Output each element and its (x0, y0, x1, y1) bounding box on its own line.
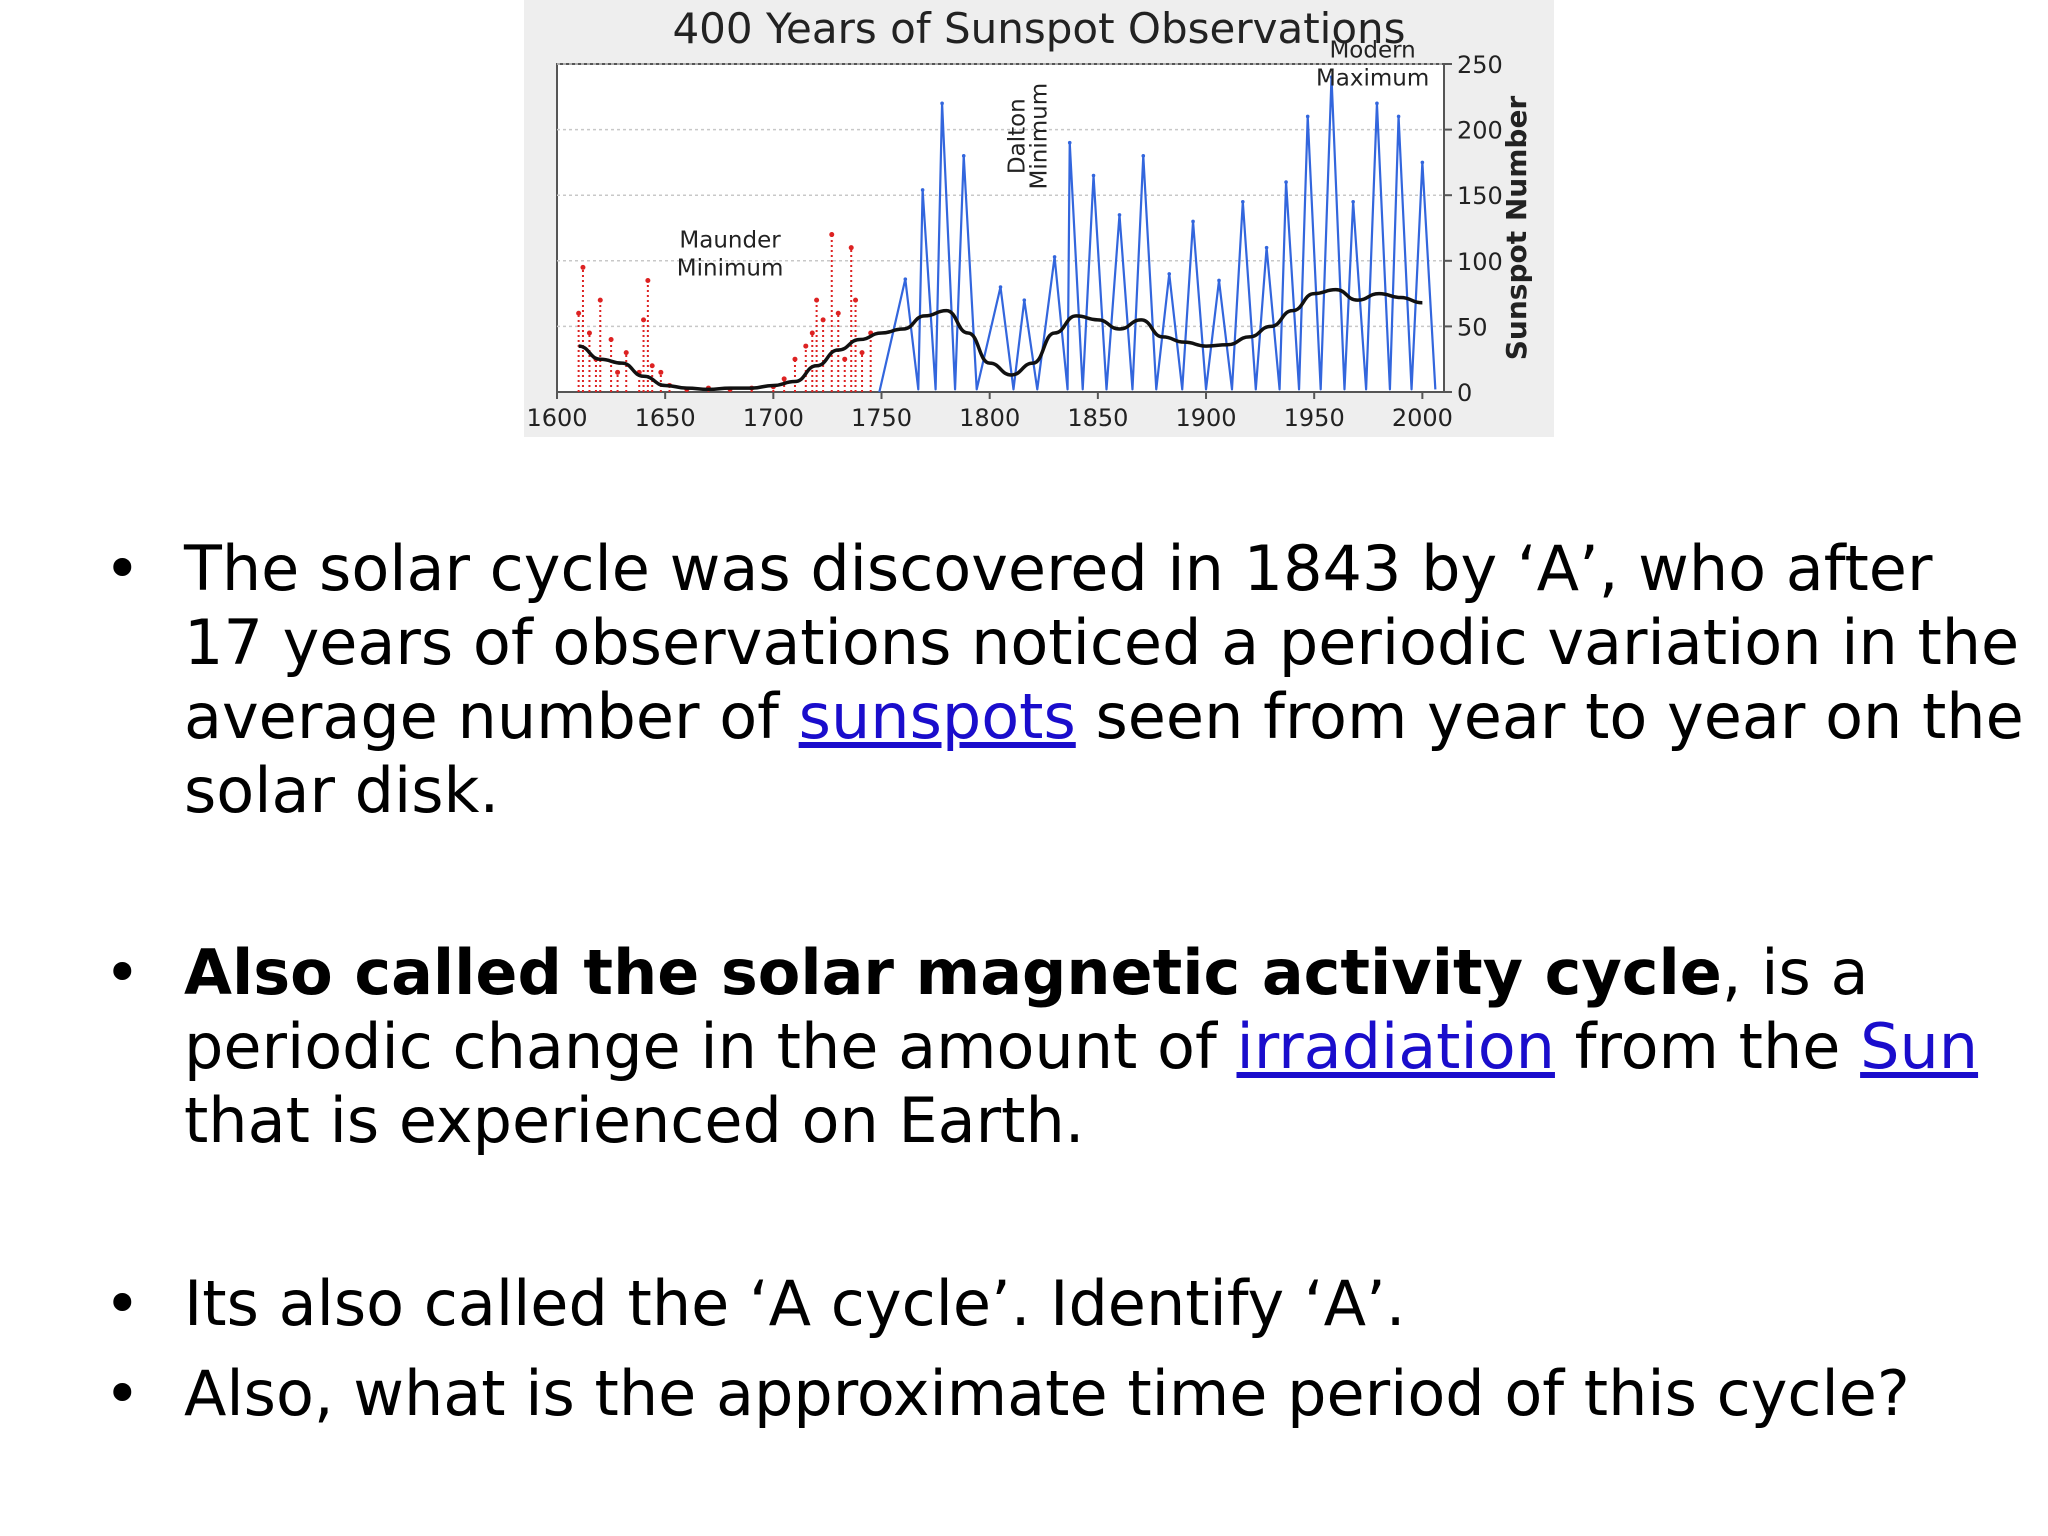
observation-point (792, 356, 798, 362)
x-tick-label: 1750 (851, 404, 912, 432)
cycle-peak-point (1022, 298, 1027, 302)
observation-point (576, 310, 582, 316)
cycle-peak-point (1217, 278, 1221, 283)
observation-point (859, 350, 865, 356)
y-tick-label: 100 (1457, 248, 1503, 276)
cycle-peak-point (961, 154, 966, 158)
y-tick-label: 250 (1457, 51, 1503, 79)
observation-point (803, 343, 809, 349)
bold-text: Also called the solar magnetic activity … (184, 936, 1722, 1009)
bullet-text: Also, what is the approximate time perio… (184, 1357, 2024, 1431)
cycle-peak-point (1141, 154, 1146, 158)
observation-point (848, 245, 854, 251)
cycle-peak-point (1305, 114, 1310, 119)
bullet-dot-icon: • (104, 532, 141, 605)
sunspot-chart: 400 Years of Sunspot Observations 0 50 100 1… (524, 0, 1554, 437)
cycle-peak-point (940, 101, 944, 106)
link-sun[interactable]: Sun (1860, 1010, 1979, 1083)
text-run: , is a periodic change in the amount of (184, 936, 1869, 1083)
annotation-line: Maunder (679, 228, 781, 254)
x-tick-label: 2000 (1392, 404, 1453, 432)
chart-title: 400 Years of Sunspot Observations (672, 4, 1405, 53)
bullet-text: Also called the solar magnetic activity … (184, 936, 2024, 1158)
cycle-peak-point (1329, 75, 1334, 79)
observation-point (835, 310, 841, 316)
cycle-peak-point (1420, 160, 1425, 165)
text-run: that is experienced on Earth. (184, 1084, 1085, 1157)
cycle-peak-point (998, 285, 1003, 289)
y-tick-label: 200 (1457, 117, 1503, 145)
observation-point (809, 330, 815, 336)
text-run: from the (1554, 1010, 1861, 1083)
cycle-peak-point (1117, 213, 1122, 217)
observation-point (820, 317, 826, 323)
observation-point (829, 232, 835, 238)
bullet-dot-icon: • (104, 936, 141, 1009)
smoothed-average-line (578, 287, 1423, 392)
cycle-peak-point (920, 188, 925, 192)
observation-point (649, 363, 655, 369)
cycle-peak-point (1091, 173, 1096, 178)
y-tick-label: 50 (1457, 313, 1488, 341)
observation-point (645, 277, 651, 283)
x-tick-label: 1900 (1175, 404, 1236, 432)
observation-point (615, 369, 621, 375)
cycle-peak-point (1241, 199, 1245, 204)
observation-point (814, 297, 820, 303)
bullet-text: The solar cycle was discovered in 1843 b… (184, 532, 2024, 828)
x-tick-label: 1600 (526, 404, 587, 432)
cycle-peak-point (1167, 272, 1172, 276)
observation-point (658, 369, 664, 375)
y-tick-label: 0 (1457, 379, 1472, 407)
link-sunspots[interactable]: sunspots (798, 680, 1076, 753)
y-axis-label: Sunspot Number (1500, 96, 1533, 361)
x-tick-label: 1850 (1067, 404, 1128, 432)
cycle-peak-point (1191, 219, 1195, 224)
text-run: Its also called the ‘A cycle’. Identify … (184, 1267, 1406, 1340)
observation-point (608, 337, 614, 343)
cycle-peak-point (1284, 180, 1288, 184)
cycle-peak-point (1052, 255, 1057, 259)
bullet-dot-icon: • (104, 1267, 141, 1340)
observation-point (586, 330, 592, 336)
x-tick-label: 1700 (743, 404, 804, 432)
observation-point (781, 376, 787, 382)
text-run: seen from year to year on the solar disk… (184, 680, 2024, 827)
annotation-line: Dalton (1004, 98, 1030, 174)
observation-point (853, 297, 859, 303)
y-tick-label: 150 (1457, 182, 1503, 210)
annotation-line: Minimum (1026, 83, 1052, 190)
bullet-text: Its also called the ‘A cycle’. Identify … (184, 1267, 2024, 1341)
annotation-line: Modern (1329, 37, 1415, 63)
annotation-line: Minimum (677, 256, 784, 282)
observation-point (580, 264, 586, 270)
cycle-peak-point (1351, 199, 1355, 204)
link-irradiation[interactable]: irradiation (1236, 1010, 1555, 1083)
cycle-peak-point (1375, 101, 1379, 106)
x-tick-label: 1650 (635, 404, 696, 432)
chart-svg: 400 Years of Sunspot Observations 0 50 100 1… (526, 4, 1533, 432)
annotation-line: Maximum (1316, 65, 1429, 91)
cycle-peak-point (1264, 245, 1269, 250)
observation-point (597, 297, 603, 303)
x-tick-label: 1950 (1284, 404, 1345, 432)
text-run: Also, what is the approximate time perio… (184, 1357, 1910, 1430)
x-tick-label: 1800 (959, 404, 1020, 432)
cycle-peak-point (1396, 114, 1401, 119)
observation-point (641, 317, 647, 323)
observation-point (842, 356, 848, 362)
text-run: The solar cycle was discovered in 1843 b… (184, 532, 2020, 753)
bullet-dot-icon: • (104, 1357, 141, 1430)
cycle-peak-point (1067, 140, 1072, 145)
cycle-peak-point (903, 277, 908, 281)
observation-point (623, 350, 629, 356)
